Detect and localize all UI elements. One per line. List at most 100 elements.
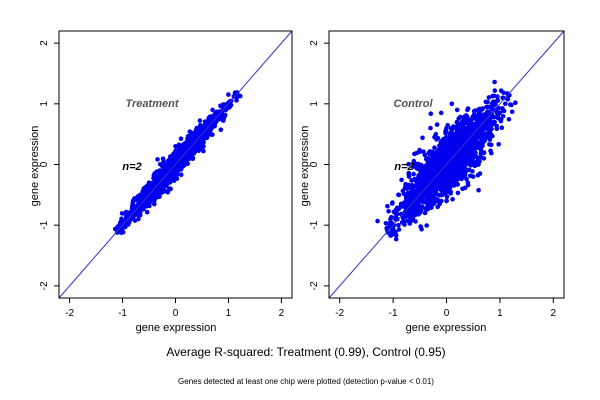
control-cloud-point [430, 154, 436, 159]
control-cloud-point [428, 111, 434, 116]
control-cloud-point [475, 125, 481, 130]
control-cloud-point [464, 113, 469, 118]
control-cloud-point [436, 174, 442, 180]
treatment-cloud-point [156, 194, 161, 199]
control-cloud-point [430, 176, 436, 181]
treatment-data-point [170, 169, 176, 175]
control-cloud-point [462, 150, 467, 155]
control-data-point [489, 101, 495, 107]
treatment-x-axis-label: gene expression [136, 322, 217, 334]
control-cloud-point [470, 137, 476, 142]
control-cloud-point [459, 153, 464, 158]
control-cloud-point [485, 99, 490, 105]
control-cloud-point [464, 176, 469, 182]
control-x-ticks: -2 -1 0 1 2 [335, 298, 557, 319]
control-cloud-point [375, 218, 380, 224]
control-data-point [406, 213, 412, 219]
treatment-cloud-point [197, 118, 203, 123]
treatment-y-ticks: -2 -1 0 1 2 [39, 40, 59, 290]
control-x-tick-label: -1 [389, 308, 398, 319]
control-cloud-point [488, 148, 493, 153]
treatment-data-point [146, 180, 152, 185]
control-cloud-point [452, 124, 457, 130]
control-cloud-point [434, 122, 440, 127]
treatment-cloud-point [112, 226, 118, 232]
treatment-data-point [183, 159, 189, 164]
control-cloud-point [450, 197, 455, 202]
control-cloud-point [489, 106, 495, 112]
control-data-point [436, 156, 441, 161]
treatment-identity-line [58, 30, 293, 299]
control-data-point [454, 107, 460, 113]
control-data-point [457, 131, 463, 137]
control-cloud-point [465, 130, 470, 136]
control-sample-count: n=2 [394, 161, 413, 173]
control-y-tick-label: 1 [309, 101, 320, 107]
control-cloud-point [498, 88, 504, 93]
control-data-point [460, 159, 465, 164]
control-cloud-point [492, 79, 497, 85]
treatment-data-point [210, 107, 215, 113]
control-cloud-point [443, 183, 448, 188]
treatment-cloud-point [119, 211, 125, 216]
control-x-tick-label: 2 [551, 308, 557, 319]
treatment-cloud-point [168, 186, 173, 192]
treatment-cloud-point [183, 140, 189, 146]
treatment-panel: -2 -1 0 1 2 -2 -1 0 1 2 Treatment n=2 gene expre… [29, 30, 293, 334]
control-data-point [393, 207, 399, 213]
control-data-point [449, 101, 455, 107]
treatment-x-ticks: -2 -1 0 1 2 [65, 298, 285, 319]
control-cloud-point [468, 141, 474, 146]
control-y-tick-label: 0 [309, 161, 320, 167]
control-cloud-point [396, 227, 402, 232]
treatment-sample-count: n=2 [122, 161, 141, 173]
treatment-data-point [194, 125, 199, 131]
control-data-point [385, 230, 391, 235]
treatment-data-point [207, 127, 213, 132]
control-cloud-point [419, 227, 424, 232]
treatment-data-point [152, 198, 157, 204]
control-identity-line [328, 30, 565, 299]
control-data-point [428, 192, 433, 198]
control-cloud-point [393, 214, 399, 220]
control-cloud-point [457, 169, 462, 175]
control-cloud-point [509, 109, 515, 115]
control-x-tick-label: -2 [335, 308, 344, 319]
control-cloud-point [413, 219, 418, 224]
control-cloud-point [492, 88, 498, 93]
treatment-cloud-point [226, 92, 231, 97]
control-cloud-point [450, 176, 456, 182]
control-cloud-point [505, 97, 511, 102]
treatment-data-point [189, 131, 194, 137]
control-cloud-point [408, 218, 413, 223]
control-data-point [494, 98, 500, 104]
treatment-y-tick-label: -2 [39, 281, 50, 290]
control-cloud-point [455, 190, 461, 196]
control-data-point [414, 180, 420, 185]
control-cloud-point [509, 102, 514, 108]
treatment-y-tick-label: 2 [39, 40, 50, 46]
treatment-cloud-point [164, 183, 169, 189]
control-cloud-point [440, 177, 445, 183]
treatment-data-point [212, 120, 218, 126]
control-data-point [406, 174, 412, 179]
control-cloud-point [448, 126, 454, 131]
control-data-point [460, 186, 465, 192]
treatment-data-point [202, 133, 207, 138]
treatment-cloud-point [238, 93, 243, 99]
control-cloud-point [454, 119, 460, 125]
control-cloud-point [383, 221, 389, 226]
control-cloud-point [418, 197, 423, 202]
r-squared-caption: Average R-squared: Treatment (0.99), Con… [166, 345, 445, 359]
control-cloud-point [446, 167, 452, 173]
treatment-cloud-point [221, 118, 226, 123]
treatment-x-tick-label: -2 [65, 308, 74, 319]
control-cloud-point [477, 146, 483, 151]
control-data-point [476, 162, 481, 167]
control-cloud-point [393, 236, 399, 242]
treatment-x-tick-label: -1 [118, 308, 127, 319]
control-data-point [396, 192, 401, 198]
control-cloud-point [385, 203, 390, 209]
control-data-point [468, 119, 473, 125]
